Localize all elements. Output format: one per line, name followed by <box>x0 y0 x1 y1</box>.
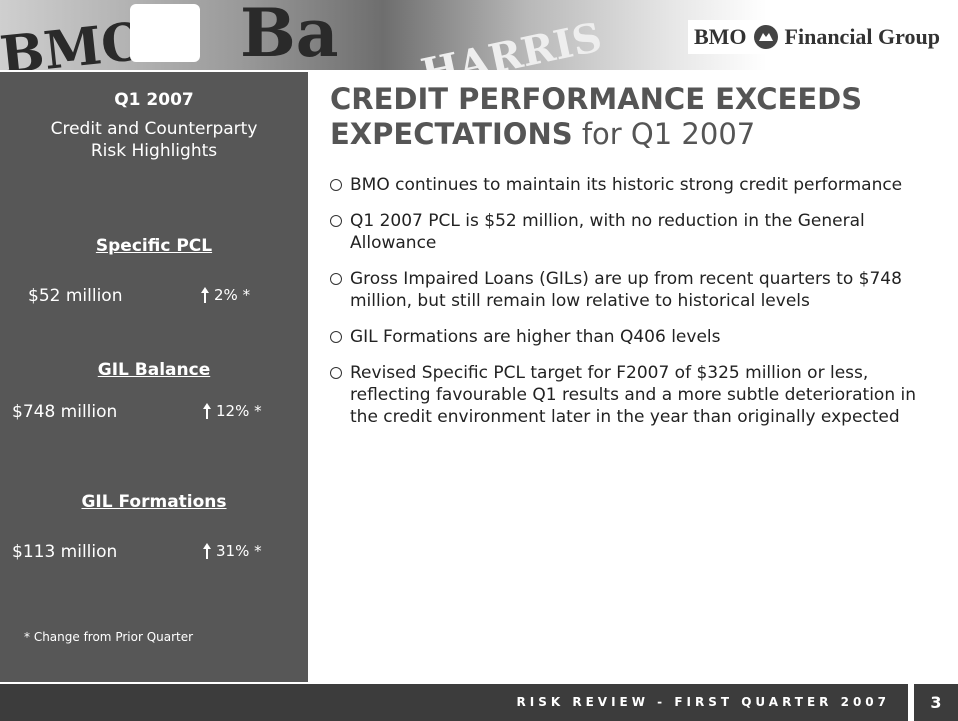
banner-text: Ba <box>240 0 339 70</box>
footer-text: RISK REVIEW - FIRST QUARTER 2007 <box>517 695 890 709</box>
slide-title: CREDIT PERFORMANCE EXCEEDS EXPECTATIONS … <box>330 82 940 152</box>
metric-change: 2% * <box>200 286 250 304</box>
metric-label: Specific PCL <box>0 236 308 256</box>
footnote: * Change from Prior Quarter <box>24 630 193 644</box>
banner-logo <box>130 4 200 62</box>
bullet: Revised Specific PCL target for F2007 of… <box>330 362 940 428</box>
sidebar: Q1 2007 Credit and Counterparty Risk Hig… <box>0 72 308 682</box>
page-number: 3 <box>908 684 958 721</box>
bullet: Q1 2007 PCL is $52 million, with no redu… <box>330 210 940 254</box>
change-text: 2% * <box>214 286 250 304</box>
period: Q1 2007 <box>0 90 308 110</box>
logo-text: Financial Group <box>785 24 940 50</box>
logo-icon <box>753 24 779 50</box>
logo: BMO Financial Group <box>688 20 946 54</box>
banner-text: BMO <box>0 10 150 70</box>
up-arrow <box>202 402 212 420</box>
banner-text: HARRIS <box>417 13 606 70</box>
up-arrow <box>202 542 212 560</box>
bullet: BMO continues to maintain its historic s… <box>330 174 940 196</box>
up-arrow <box>200 286 210 304</box>
main-content: CREDIT PERFORMANCE EXCEEDS EXPECTATIONS … <box>330 82 940 442</box>
metric-value: $113 million <box>12 542 117 562</box>
metric-change: 12% * <box>202 402 262 420</box>
title-rest: for Q1 2007 <box>582 117 755 151</box>
metric-label: GIL Formations <box>0 492 308 512</box>
slide: {"header": {"banner_texts": ["BMO", "Ba"… <box>0 0 958 721</box>
change-text: 12% * <box>216 402 262 420</box>
subtitle: Credit and Counterparty Risk Highlights <box>44 118 264 162</box>
metric-value: $52 million <box>28 286 122 306</box>
footer: RISK REVIEW - FIRST QUARTER 2007 3 <box>0 684 958 721</box>
metric-value: $748 million <box>12 402 117 422</box>
bullet-list: BMO continues to maintain its historic s… <box>330 174 940 428</box>
metric-change: 31% * <box>202 542 262 560</box>
header-banner: BMO Ba HARRIS BMO Financial Group <box>0 0 958 70</box>
bullet: Gross Impaired Loans (GILs) are up from … <box>330 268 940 312</box>
metric-label: GIL Balance <box>0 360 308 380</box>
logo-text: BMO <box>694 24 747 50</box>
change-text: 31% * <box>216 542 262 560</box>
bullet: GIL Formations are higher than Q406 leve… <box>330 326 940 348</box>
